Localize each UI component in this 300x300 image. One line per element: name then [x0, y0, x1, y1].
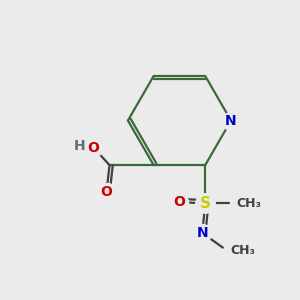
Text: CH₃: CH₃	[231, 244, 256, 257]
Text: N: N	[225, 114, 237, 128]
Text: S: S	[200, 196, 211, 211]
Text: O: O	[87, 140, 99, 154]
Text: O: O	[173, 195, 184, 209]
Text: O: O	[100, 185, 112, 199]
Text: CH₃: CH₃	[237, 197, 262, 210]
Text: H: H	[74, 139, 85, 153]
Text: N: N	[196, 226, 208, 240]
